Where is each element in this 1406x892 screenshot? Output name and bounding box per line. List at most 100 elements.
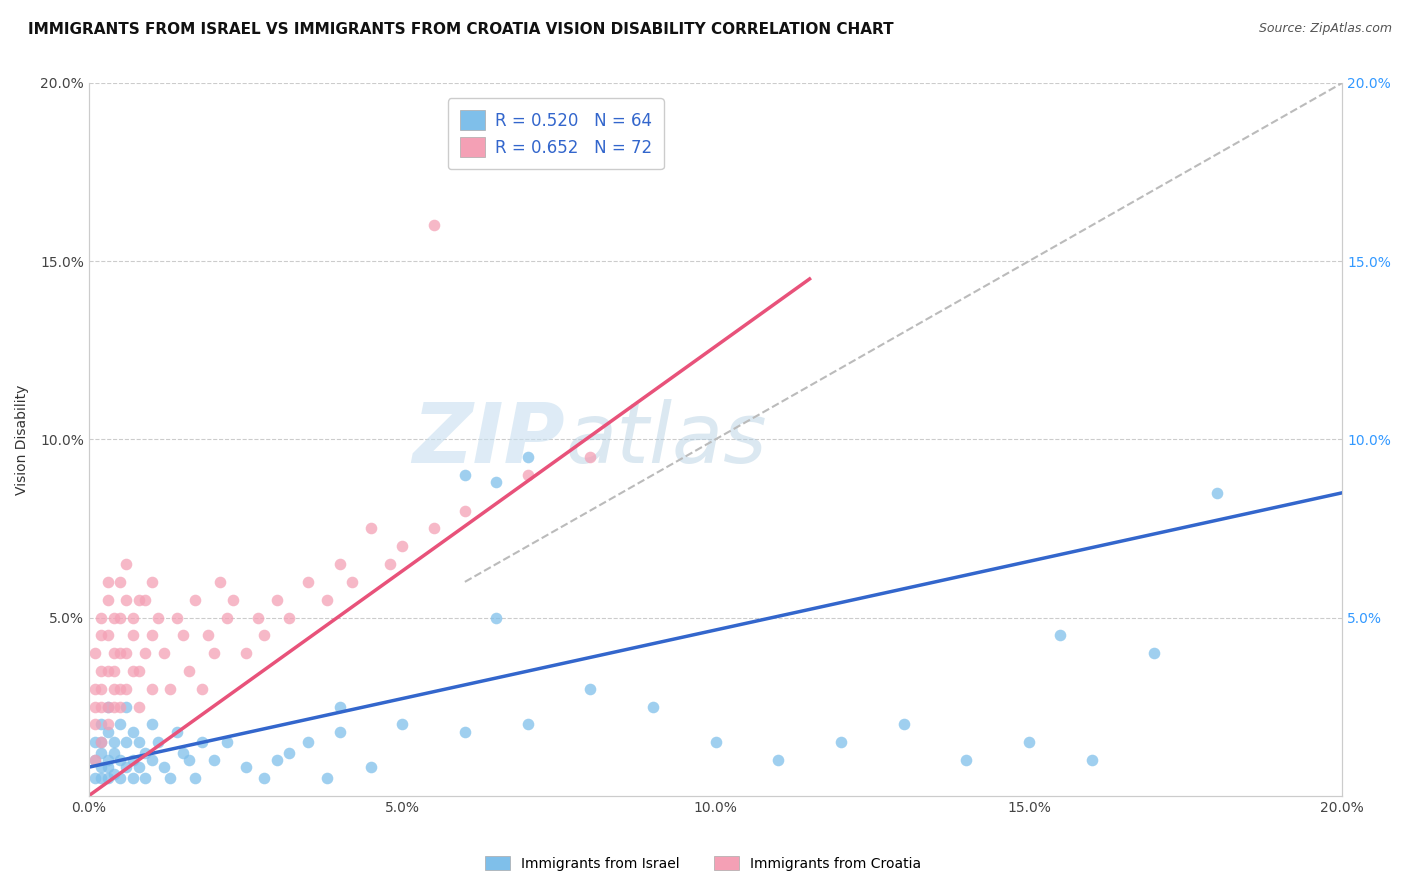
Point [172, 628, 194, 642]
Point [153, 646, 176, 660]
Point [103, 746, 125, 760]
Point [90, 664, 112, 678]
Point [103, 664, 125, 678]
Point [454, 724, 477, 739]
Point [97, 699, 120, 714]
Point [1049, 628, 1071, 642]
Point [197, 628, 219, 642]
Point [1018, 735, 1040, 749]
Point [209, 574, 232, 589]
Point [84, 735, 107, 749]
Point [141, 628, 163, 642]
Point [97, 574, 120, 589]
Point [108, 610, 131, 624]
Point [422, 521, 444, 535]
Point [90, 760, 112, 774]
Point [128, 664, 150, 678]
Point [141, 753, 163, 767]
Point [97, 717, 120, 731]
Point [108, 771, 131, 785]
Point [115, 681, 138, 696]
Point [179, 753, 201, 767]
Point [108, 717, 131, 731]
Point [84, 699, 107, 714]
Point [128, 760, 150, 774]
Point [768, 753, 790, 767]
Point [454, 503, 477, 517]
Point [1206, 485, 1229, 500]
Point [391, 539, 413, 553]
Point [316, 592, 339, 607]
Point [128, 592, 150, 607]
Text: atlas: atlas [565, 399, 766, 480]
Point [153, 760, 176, 774]
Point [316, 771, 339, 785]
Point [215, 610, 238, 624]
Point [146, 735, 169, 749]
Point [121, 628, 143, 642]
Point [134, 746, 156, 760]
Point [128, 735, 150, 749]
Point [121, 664, 143, 678]
Point [215, 735, 238, 749]
Point [579, 450, 602, 464]
Point [328, 699, 350, 714]
Point [115, 699, 138, 714]
Point [84, 717, 107, 731]
Point [115, 760, 138, 774]
Point [97, 592, 120, 607]
Point [235, 646, 257, 660]
Point [134, 592, 156, 607]
Point [97, 724, 120, 739]
Point [103, 646, 125, 660]
Point [391, 717, 413, 731]
Point [830, 735, 852, 749]
Point [172, 746, 194, 760]
Point [141, 717, 163, 731]
Point [190, 681, 212, 696]
Point [278, 610, 301, 624]
Point [108, 646, 131, 660]
Point [108, 699, 131, 714]
Point [159, 681, 181, 696]
Point [328, 724, 350, 739]
Point [1080, 753, 1102, 767]
Point [121, 771, 143, 785]
Point [108, 574, 131, 589]
Point [328, 557, 350, 571]
Point [253, 628, 276, 642]
Point [103, 699, 125, 714]
Point [128, 699, 150, 714]
Point [90, 746, 112, 760]
Point [247, 610, 270, 624]
Text: IMMIGRANTS FROM ISRAEL VS IMMIGRANTS FROM CROATIA VISION DISABILITY CORRELATION : IMMIGRANTS FROM ISRAEL VS IMMIGRANTS FRO… [28, 22, 894, 37]
Point [278, 746, 301, 760]
Point [97, 664, 120, 678]
Point [266, 592, 288, 607]
Point [103, 610, 125, 624]
Point [134, 771, 156, 785]
Point [90, 771, 112, 785]
Point [103, 735, 125, 749]
Point [103, 767, 125, 781]
Point [166, 724, 188, 739]
Point [340, 574, 363, 589]
Point [108, 753, 131, 767]
Point [266, 753, 288, 767]
Point [84, 646, 107, 660]
Point [235, 760, 257, 774]
Point [141, 681, 163, 696]
Point [179, 664, 201, 678]
Point [84, 753, 107, 767]
Point [297, 735, 319, 749]
Point [90, 735, 112, 749]
Point [121, 610, 143, 624]
Point [641, 699, 664, 714]
Point [115, 646, 138, 660]
Legend: Immigrants from Israel, Immigrants from Croatia: Immigrants from Israel, Immigrants from … [479, 850, 927, 876]
Point [90, 681, 112, 696]
Point [159, 771, 181, 785]
Point [90, 628, 112, 642]
Point [146, 610, 169, 624]
Point [184, 771, 207, 785]
